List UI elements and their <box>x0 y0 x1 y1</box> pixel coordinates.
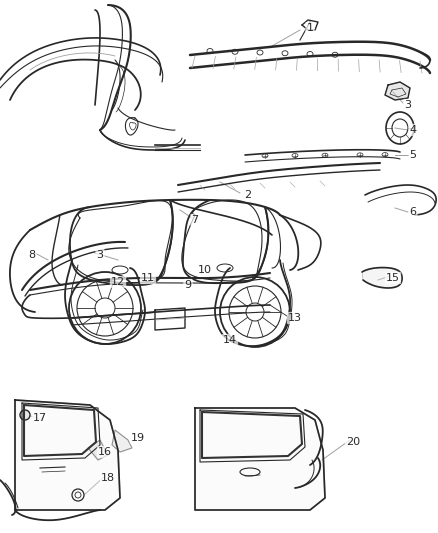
Text: 15: 15 <box>386 273 400 283</box>
Text: 8: 8 <box>28 250 35 260</box>
Polygon shape <box>385 82 410 100</box>
Text: 6: 6 <box>410 207 417 217</box>
Text: 5: 5 <box>410 150 417 160</box>
Text: 11: 11 <box>141 273 155 283</box>
Text: 3: 3 <box>405 100 411 110</box>
Text: 7: 7 <box>191 215 198 225</box>
Text: 1: 1 <box>307 23 314 33</box>
Text: 4: 4 <box>410 125 417 135</box>
Polygon shape <box>15 400 120 510</box>
Text: 13: 13 <box>288 313 302 323</box>
Polygon shape <box>88 440 108 460</box>
Polygon shape <box>362 268 402 288</box>
Text: 3: 3 <box>96 250 103 260</box>
Polygon shape <box>112 430 132 452</box>
Text: 10: 10 <box>198 265 212 275</box>
Text: 19: 19 <box>131 433 145 443</box>
Text: 12: 12 <box>111 277 125 287</box>
Text: 14: 14 <box>223 335 237 345</box>
Text: 2: 2 <box>244 190 251 200</box>
Text: 20: 20 <box>346 437 360 447</box>
Text: 17: 17 <box>33 413 47 423</box>
Text: 16: 16 <box>98 447 112 457</box>
Ellipse shape <box>20 410 30 420</box>
Text: 9: 9 <box>184 280 191 290</box>
Text: 18: 18 <box>101 473 115 483</box>
Polygon shape <box>195 408 325 510</box>
